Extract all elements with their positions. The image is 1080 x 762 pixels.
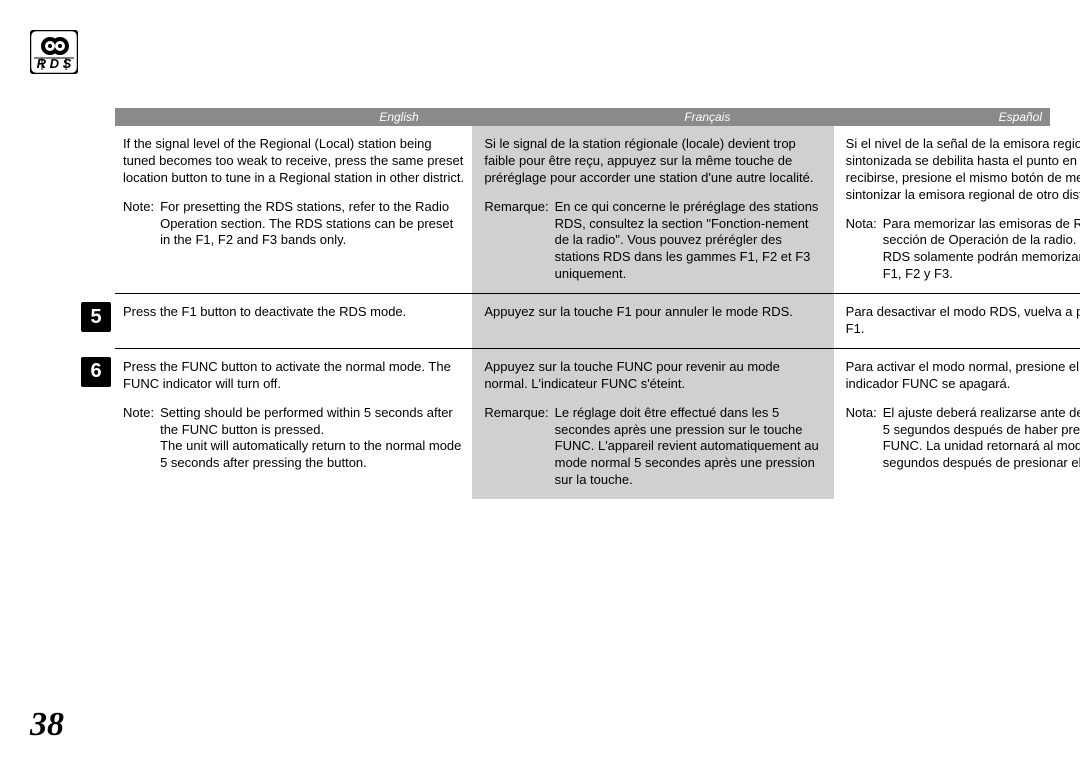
cell-es: Si el nivel de la señal de la emisora re… bbox=[834, 126, 1080, 293]
instruction-row: 5 Press the F1 button to deactivate the … bbox=[115, 293, 1080, 348]
note-block: Remarque: Le réglage doit être effectué … bbox=[484, 405, 825, 489]
main-text: Press the FUNC button to activate the no… bbox=[123, 359, 464, 393]
header-english: English bbox=[115, 108, 427, 126]
main-text: Para activar el modo normal, presione el… bbox=[846, 359, 1080, 393]
cell-en: Press the F1 button to deactivate the RD… bbox=[115, 294, 472, 348]
cell-es: Para activar el modo normal, presione el… bbox=[834, 349, 1080, 499]
note-body: For presetting the RDS stations, refer t… bbox=[160, 199, 464, 250]
main-text: Appuyez sur la touche F1 pour annuler le… bbox=[484, 304, 825, 321]
rds-logo-icon: R D S bbox=[30, 30, 78, 74]
header-french: Français bbox=[427, 108, 739, 126]
cell-fr: Appuyez sur la touche F1 pour annuler le… bbox=[472, 294, 833, 348]
main-text: Si el nivel de la señal de la emisora re… bbox=[846, 136, 1080, 204]
note-label: Nota: bbox=[846, 216, 883, 284]
language-header-row: English Français Español bbox=[115, 108, 1050, 126]
main-text: If the signal level of the Regional (Loc… bbox=[123, 136, 464, 187]
note-label: Nota: bbox=[846, 405, 883, 473]
cell-fr: Si le signal de la station régionale (lo… bbox=[472, 126, 833, 293]
header-spanish: Español bbox=[738, 108, 1050, 126]
cell-fr: Appuyez sur la touche FUNC pour revenir … bbox=[472, 349, 833, 499]
main-text: Appuyez sur la touche FUNC pour revenir … bbox=[484, 359, 825, 393]
instruction-row: If the signal level of the Regional (Loc… bbox=[115, 126, 1080, 293]
instruction-row: 6 Press the FUNC button to activate the … bbox=[115, 348, 1080, 499]
content-area: If the signal level of the Regional (Loc… bbox=[115, 126, 1080, 499]
main-text: Si le signal de la station régionale (lo… bbox=[484, 136, 825, 187]
step-number-badge: 5 bbox=[81, 302, 111, 332]
note-label: Remarque: bbox=[484, 405, 554, 489]
cell-en: If the signal level of the Regional (Loc… bbox=[115, 126, 472, 293]
note-body: El ajuste deberá realizarse ante de que … bbox=[883, 405, 1080, 473]
note-body: Setting should be performed within 5 sec… bbox=[160, 405, 464, 473]
note-block: Note: For presetting the RDS stations, r… bbox=[123, 199, 464, 250]
step-number-badge: 6 bbox=[81, 357, 111, 387]
main-text: Press the F1 button to deactivate the RD… bbox=[123, 304, 464, 321]
main-text: Para desactivar el modo RDS, vuelva a pr… bbox=[846, 304, 1080, 338]
note-body: Para memorizar las emisoras de RDS, cons… bbox=[883, 216, 1080, 284]
note-label: Note: bbox=[123, 405, 160, 473]
note-block: Nota: Para memorizar las emisoras de RDS… bbox=[846, 216, 1080, 284]
note-block: Note: Setting should be performed within… bbox=[123, 405, 464, 473]
note-body: En ce qui concerne le préréglage des sta… bbox=[555, 199, 826, 283]
cell-es: Para desactivar el modo RDS, vuelva a pr… bbox=[834, 294, 1080, 348]
note-body: Le réglage doit être effectué dans les 5… bbox=[555, 405, 826, 489]
note-block: Remarque: En ce qui concerne le prérégla… bbox=[484, 199, 825, 283]
cell-en: Press the FUNC button to activate the no… bbox=[115, 349, 472, 499]
page-number: 38 bbox=[30, 706, 64, 744]
note-block: Nota: El ajuste deberá realizarse ante d… bbox=[846, 405, 1080, 473]
note-label: Note: bbox=[123, 199, 160, 250]
note-label: Remarque: bbox=[484, 199, 554, 283]
